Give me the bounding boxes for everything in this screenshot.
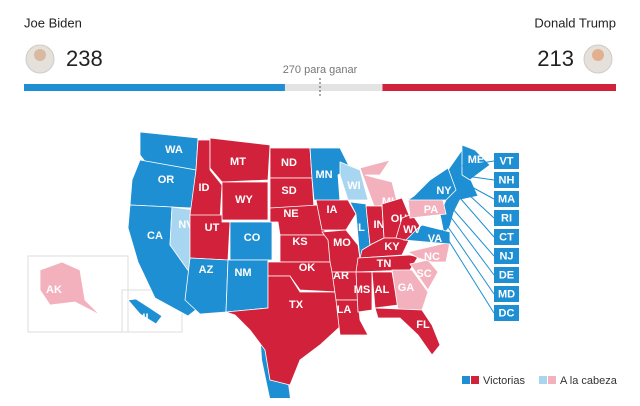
state-label: OK bbox=[299, 262, 316, 274]
state-label: CT bbox=[499, 231, 514, 243]
state-shape bbox=[309, 147, 351, 203]
state-label: MA bbox=[498, 193, 515, 205]
state-label: ND bbox=[281, 157, 297, 169]
state-label: DE bbox=[499, 269, 514, 281]
state-label: OR bbox=[158, 174, 175, 186]
state-label: MO bbox=[333, 237, 351, 249]
state-label: NC bbox=[424, 251, 440, 263]
state-label: AZ bbox=[199, 264, 214, 276]
candidate-name: Donald Trump bbox=[534, 15, 616, 30]
state-shape bbox=[406, 167, 457, 201]
state-label: MD bbox=[498, 288, 515, 300]
state-label: AK bbox=[46, 284, 62, 296]
state-shape bbox=[335, 299, 369, 336]
state-label: KY bbox=[384, 241, 400, 253]
legend-label: Victorias bbox=[483, 375, 525, 387]
state-label: WA bbox=[165, 144, 183, 156]
state-shape bbox=[339, 161, 369, 201]
callout-line bbox=[465, 175, 495, 181]
state-shape bbox=[391, 269, 429, 311]
callout-box bbox=[494, 267, 519, 283]
state-label: NH bbox=[499, 174, 515, 186]
state-label: ID bbox=[199, 182, 210, 194]
callout-line bbox=[451, 207, 495, 257]
state-label: NJ bbox=[499, 250, 513, 262]
state-shape bbox=[225, 275, 346, 386]
state-label: LA bbox=[337, 304, 352, 316]
state-shape bbox=[39, 261, 101, 316]
callout-box bbox=[494, 172, 519, 188]
callout-line bbox=[469, 185, 495, 200]
state-label: HI bbox=[138, 312, 149, 324]
state-label: NY bbox=[436, 185, 452, 197]
state-label: WI bbox=[347, 180, 360, 192]
callout-line bbox=[459, 197, 495, 238]
candidate-name: Joe Biden bbox=[24, 15, 82, 30]
candidate-photo-face bbox=[592, 49, 604, 61]
state-label: VA bbox=[428, 233, 443, 245]
state-shape bbox=[315, 199, 357, 231]
state-shape bbox=[409, 259, 439, 291]
callout-box bbox=[494, 191, 519, 207]
callout-box bbox=[494, 305, 519, 321]
state-label: IA bbox=[327, 204, 338, 216]
goal-label: 270 para ganar bbox=[283, 64, 358, 76]
state-label: IN bbox=[374, 219, 385, 231]
state-label: TN bbox=[377, 258, 392, 270]
legend-swatch bbox=[471, 376, 479, 384]
legend-swatch bbox=[462, 376, 470, 384]
callout-box bbox=[494, 210, 519, 226]
state-shape bbox=[127, 298, 163, 325]
candidate-photo-face bbox=[34, 49, 46, 61]
state-label: MT bbox=[230, 156, 246, 168]
state-shape bbox=[461, 144, 491, 181]
state-label: IL bbox=[355, 222, 365, 234]
state-label: PA bbox=[424, 204, 439, 216]
callout-box bbox=[494, 229, 519, 245]
state-label: CA bbox=[147, 230, 163, 242]
state-shape bbox=[355, 271, 373, 313]
inset-frame bbox=[27, 255, 129, 333]
state-label: MN bbox=[315, 169, 332, 181]
state-shape bbox=[221, 181, 269, 221]
vote-count: 238 bbox=[66, 46, 103, 71]
state-label: WV bbox=[403, 224, 421, 236]
state-shape bbox=[229, 221, 273, 261]
state-label: KS bbox=[292, 236, 307, 248]
state-shape bbox=[209, 137, 271, 183]
state-label: SD bbox=[281, 185, 296, 197]
callout-line bbox=[441, 229, 495, 314]
state-label: VT bbox=[499, 155, 513, 167]
callout-line bbox=[445, 223, 495, 295]
legend-swatch bbox=[538, 376, 547, 384]
state-label: NM bbox=[234, 267, 251, 279]
state-label: AL bbox=[375, 284, 390, 296]
progress-right bbox=[382, 84, 616, 91]
progress-left bbox=[24, 84, 285, 91]
state-shape bbox=[184, 257, 229, 315]
state-label: MS bbox=[354, 284, 371, 296]
state-label: DC bbox=[499, 307, 515, 319]
callout-line bbox=[449, 215, 495, 276]
state-label: FL bbox=[416, 319, 430, 331]
state-label: AR bbox=[333, 270, 349, 282]
state-label: TX bbox=[289, 299, 304, 311]
callout-line bbox=[461, 160, 495, 167]
state-label: SC bbox=[416, 268, 431, 280]
callout-box bbox=[494, 153, 519, 169]
state-shape bbox=[374, 307, 441, 356]
callout-box bbox=[494, 286, 519, 302]
state-label: RI bbox=[501, 212, 512, 224]
state-label: WY bbox=[235, 194, 253, 206]
state-label: UT bbox=[205, 222, 220, 234]
callout-line bbox=[467, 193, 495, 219]
legend-swatch bbox=[547, 376, 556, 384]
vote-count: 213 bbox=[537, 46, 574, 71]
state-label: GA bbox=[398, 282, 415, 294]
state-label: NE bbox=[283, 208, 298, 220]
state-label: CO bbox=[244, 232, 261, 244]
callout-box bbox=[494, 248, 519, 264]
legend-label: A la cabeza bbox=[560, 375, 618, 387]
